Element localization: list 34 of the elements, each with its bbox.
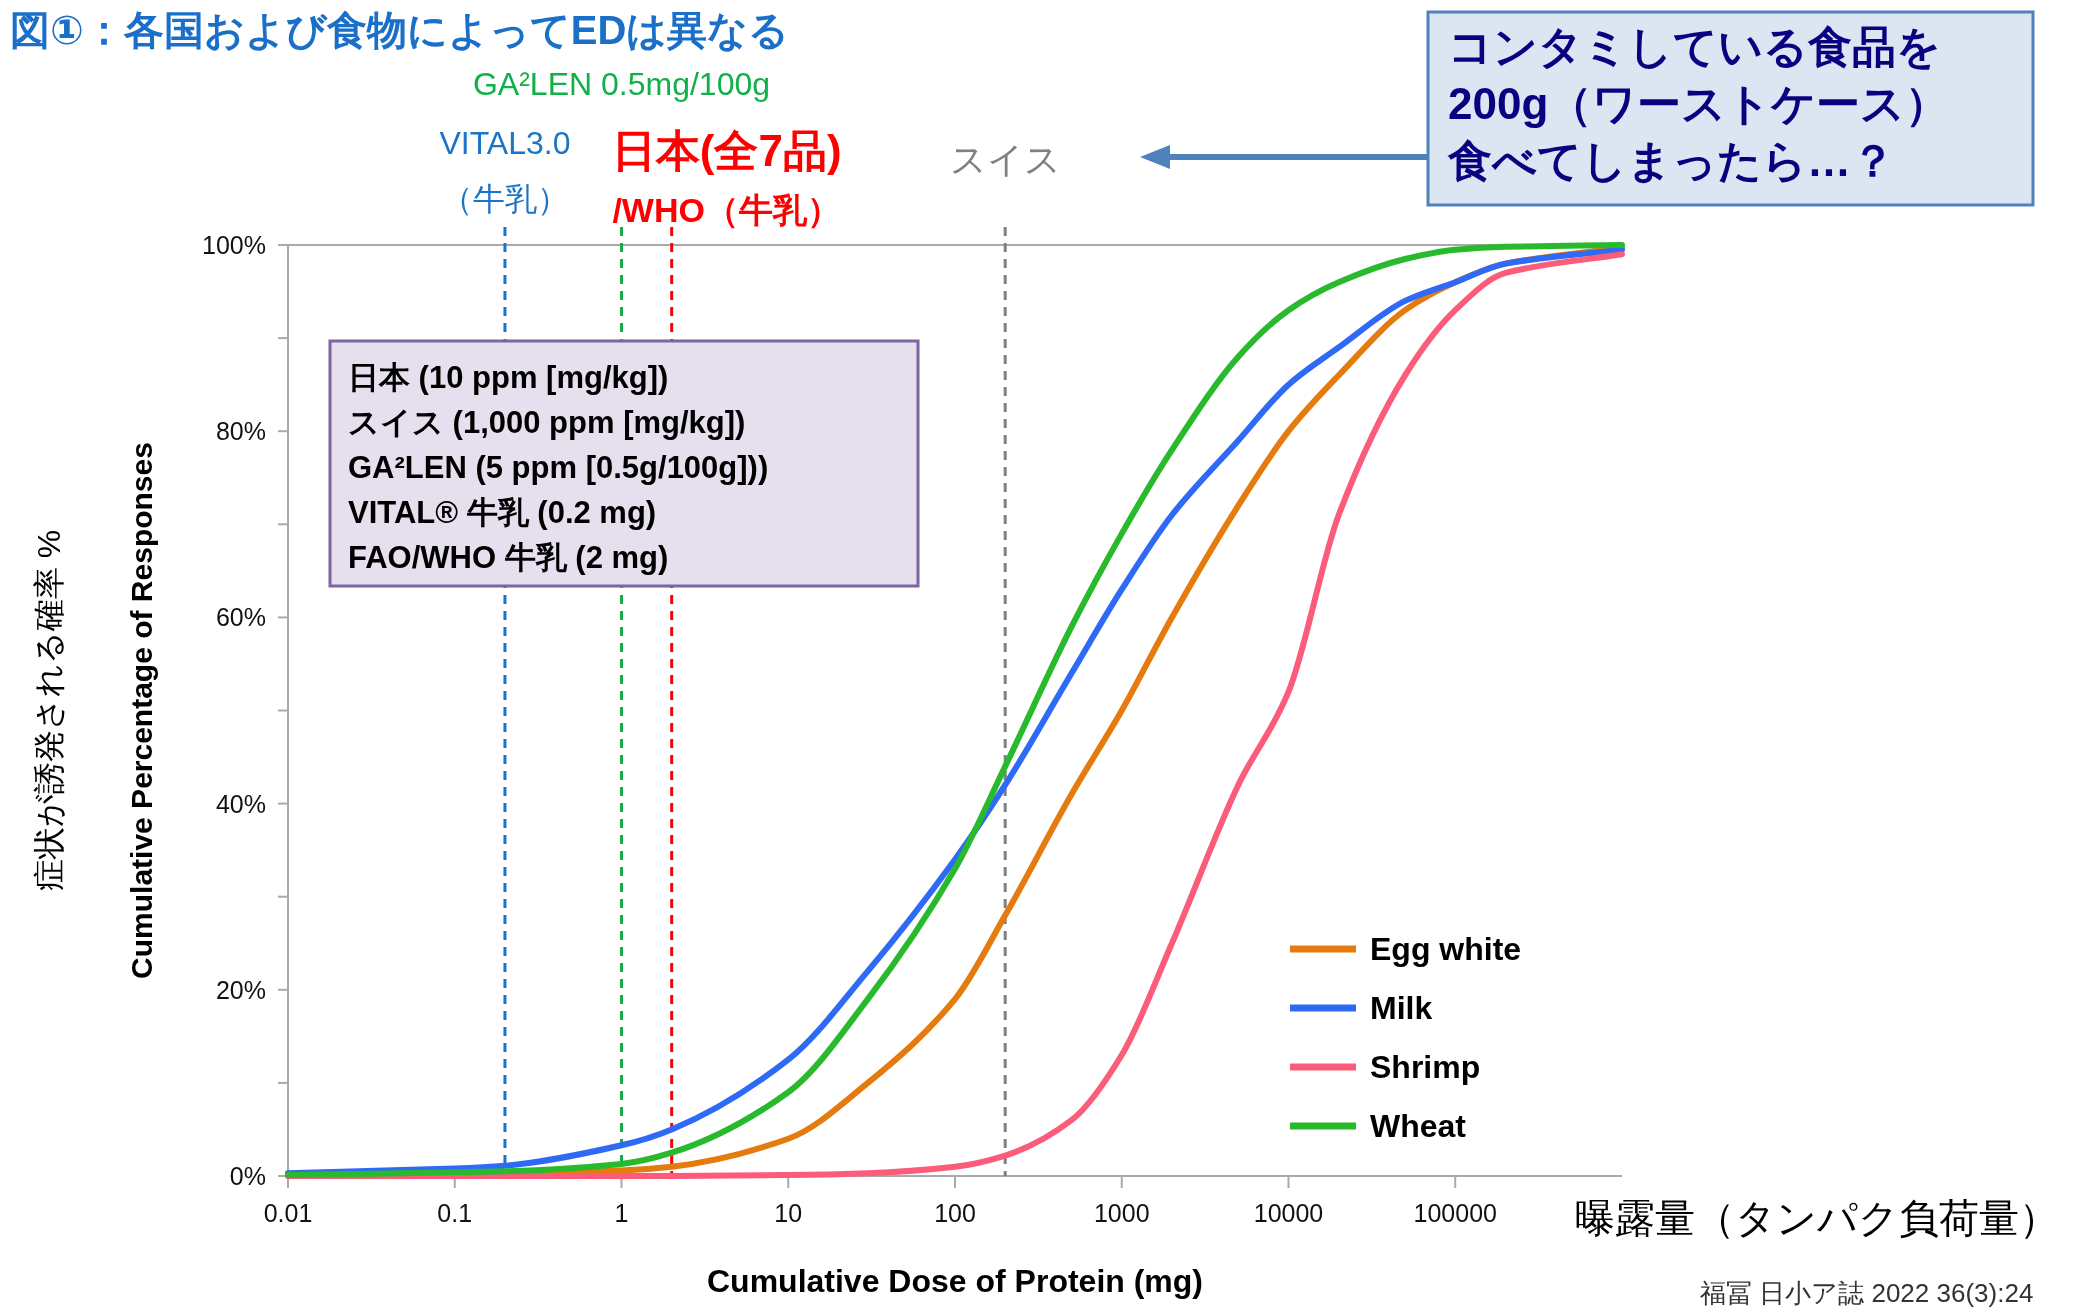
x-tick-label: 1000 bbox=[1093, 1199, 1150, 1227]
x-tick-label: 0.1 bbox=[437, 1199, 473, 1227]
annotation: 日本 (10 ppm [mg/kg]) bbox=[348, 360, 669, 395]
y-tick-label: 100% bbox=[202, 231, 266, 259]
y-tick-label: 80% bbox=[215, 417, 266, 446]
text: 福冨 日小ア誌 2022 36(3):24 bbox=[1700, 1278, 2034, 1308]
legend-label: Wheat bbox=[1370, 1108, 1467, 1144]
x-tick-label: 100 bbox=[934, 1199, 976, 1227]
text: 曝露量（タンパク負荷量） bbox=[1575, 1196, 2059, 1240]
annotation: FAO/WHO 牛乳 (2 mg) bbox=[348, 540, 669, 575]
legend-label: Egg white bbox=[1370, 931, 1522, 967]
y-tick-label: 40% bbox=[215, 789, 266, 818]
y-axis-title: Cumulative Percentage of Responses bbox=[125, 442, 158, 979]
x-tick-label: 1 bbox=[614, 1199, 629, 1227]
annotation: GA²LEN (5 ppm [0.5g/100g])) bbox=[348, 450, 769, 485]
x-tick-label: 100000 bbox=[1413, 1199, 1497, 1227]
x-tick-label: 0.01 bbox=[263, 1199, 313, 1227]
annotation: VITAL® 牛乳 (0.2 mg) bbox=[348, 495, 657, 530]
x-axis-title: Cumulative Dose of Protein (mg) bbox=[706, 1263, 1204, 1299]
chart-title: 図①：各国および食物によってEDは異なる bbox=[10, 8, 790, 52]
y-tick-label: 60% bbox=[215, 603, 266, 632]
y-tick-label: 0% bbox=[229, 1162, 266, 1190]
ref-line-label: VITAL3.0 （牛乳） bbox=[439, 125, 571, 217]
ref-line-label: スイス bbox=[949, 139, 1061, 180]
ref-line-label: 日本(全7品) /WHO（牛乳） bbox=[611, 126, 842, 229]
legend-label: Milk bbox=[1370, 990, 1433, 1026]
text: 症状が誘発される確率 % bbox=[31, 529, 67, 892]
annotation: スイス (1,000 ppm [mg/kg]) bbox=[348, 405, 746, 440]
ref-line-label: GA²LEN 0.5mg/100g bbox=[472, 66, 771, 102]
callout-box: コンタミしている食品を 200g（ワーストケース） 食べてしまったら…？ bbox=[1426, 10, 2035, 207]
x-tick-label: 10 bbox=[774, 1199, 803, 1227]
x-tick-label: 10000 bbox=[1253, 1199, 1324, 1227]
legend-label: Shrimp bbox=[1370, 1049, 1481, 1085]
y-tick-label: 20% bbox=[215, 975, 266, 1004]
